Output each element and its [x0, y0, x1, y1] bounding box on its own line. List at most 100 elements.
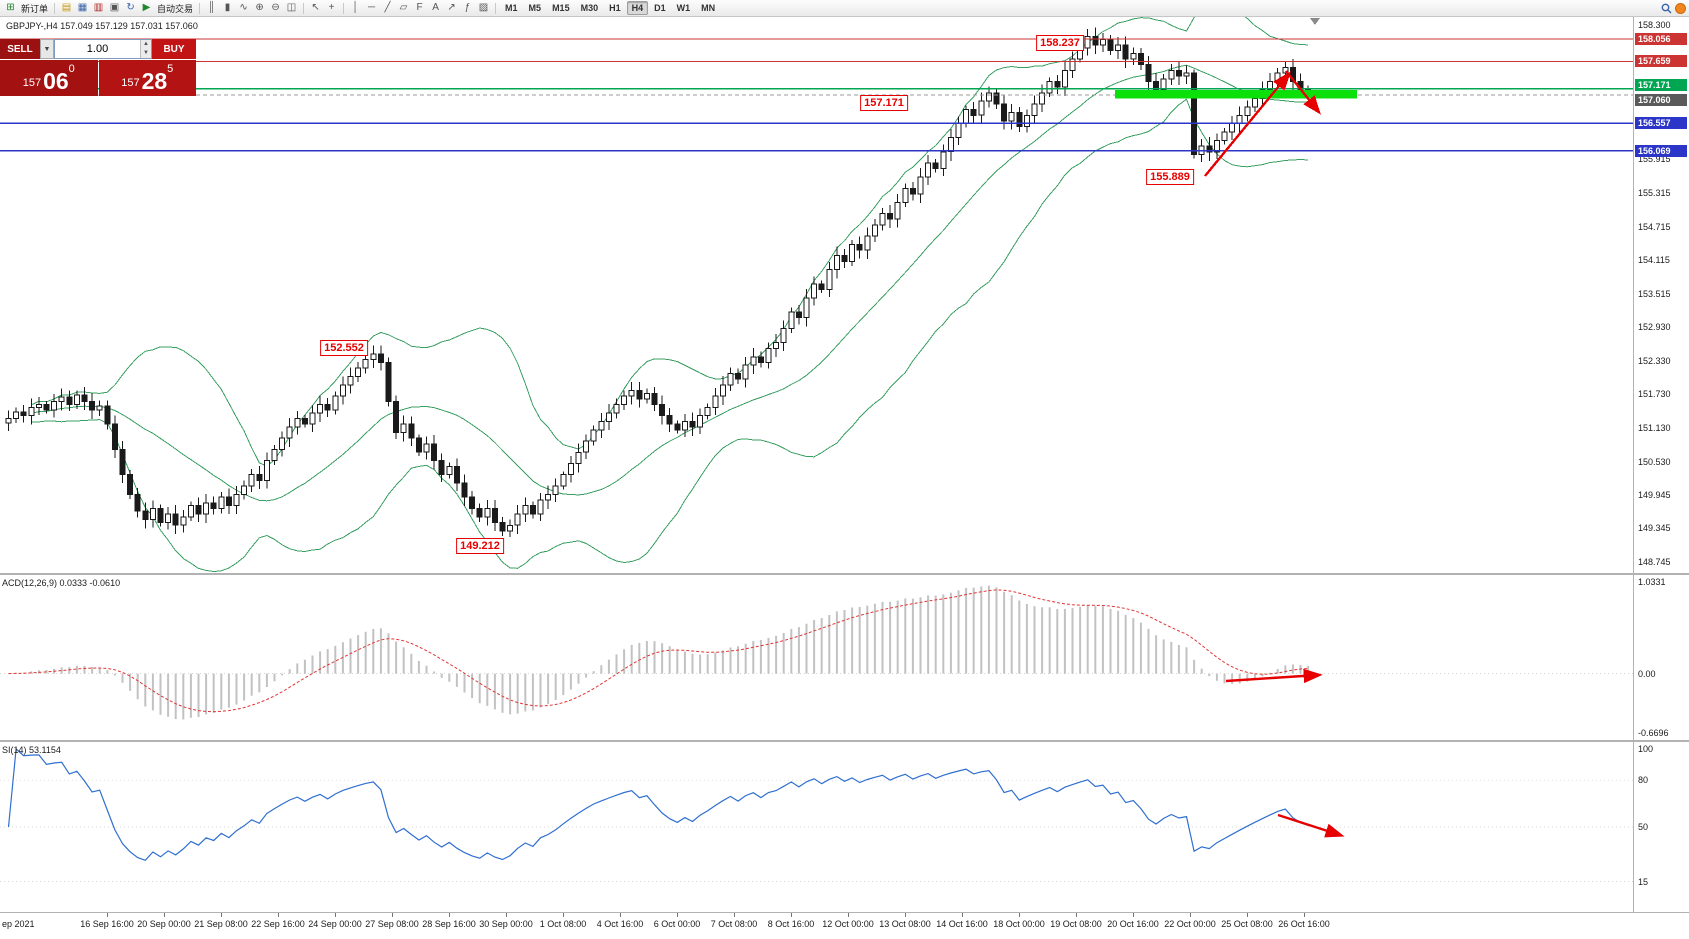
tf-m15[interactable]: M15 — [552, 3, 570, 13]
macd-axis-label: 1.0331 — [1638, 577, 1666, 587]
new-order-button[interactable]: 新订单 — [21, 3, 49, 14]
macd-axis-label: 0.00 — [1638, 668, 1656, 679]
price-axis[interactable]: 158.300 155.915 155.315 154.715 154.115 153.5… — [1633, 17, 1689, 573]
time-axis[interactable]: ep 2021 16 Sep 16:00 20 Sep 00:00 21 Sep 08… — [0, 913, 1689, 939]
time-axis-label: 24 Sep 00:00 — [308, 919, 362, 929]
rsi-label: SI(14) 53.1154 — [2, 745, 61, 755]
sell-price-point: 0 — [68, 63, 75, 75]
chart-window: 158.300 155.915 155.315 154.715 154.115 153.5… — [0, 17, 1689, 939]
time-axis-label: 21 Sep 08:00 — [194, 919, 248, 929]
bar-chart-icon[interactable]: ║ — [207, 2, 216, 13]
panel-splitter[interactable] — [0, 740, 1689, 742]
time-tick — [905, 913, 906, 917]
price-axis-label: 158.300 — [1638, 20, 1671, 31]
time-tick — [449, 913, 450, 917]
data-window-icon[interactable]: ▦ — [77, 2, 88, 13]
time-tick — [1076, 913, 1077, 917]
market-watch-icon[interactable]: ▤ — [61, 2, 72, 13]
new-order-icon[interactable]: ⊞ — [6, 2, 15, 13]
volume-dropdown[interactable]: ▼ — [40, 39, 54, 59]
top-toolbar: ⊞ 新订单 ▤ ▦ ▥ ▣ ↻ ▶ 自动交易 ║ ▮ ∿ ⊕ ⊖ ◫ ↖ + │… — [0, 0, 1689, 17]
fibonacci-icon[interactable]: F — [416, 2, 423, 13]
time-tick — [278, 913, 279, 917]
horizontal-line-icon[interactable]: ─ — [367, 2, 376, 13]
panel-splitter[interactable] — [0, 573, 1689, 575]
arrows-tool-icon[interactable]: ↗ — [447, 2, 456, 13]
navigator-icon[interactable]: ▥ — [93, 2, 104, 13]
panel-splitter — [0, 912, 1689, 913]
line-chart-icon[interactable]: ∿ — [239, 2, 248, 13]
candlestick-chart-icon[interactable]: ▮ — [224, 2, 231, 13]
time-axis-label: 28 Sep 16:00 — [422, 919, 476, 929]
volume-stepper[interactable]: ▲ ▼ — [140, 40, 151, 58]
tile-windows-icon[interactable]: ◫ — [286, 2, 297, 13]
autotrade-icon[interactable]: ▶ — [142, 2, 151, 13]
tf-mn[interactable]: MN — [701, 3, 716, 13]
macd-axis[interactable]: 1.0331 0.00 -0.6696 — [1633, 575, 1689, 740]
time-tick — [1019, 913, 1020, 917]
time-axis-label: 14 Oct 16:00 — [936, 919, 988, 929]
user-avatar-icon[interactable] — [1675, 2, 1686, 14]
price-axis-label: 150.530 — [1638, 456, 1671, 467]
zoom-out-icon[interactable]: ⊖ — [271, 2, 280, 13]
time-axis-label: 18 Oct 00:00 — [993, 919, 1045, 929]
time-tick — [107, 913, 108, 917]
text-tool-icon[interactable]: A — [432, 2, 439, 13]
time-axis-label: 26 Oct 16:00 — [1278, 919, 1330, 929]
time-axis-label: 19 Oct 08:00 — [1050, 919, 1102, 929]
toolbar-separator — [343, 2, 345, 14]
search-icon[interactable] — [1659, 1, 1674, 15]
volume-input[interactable] — [55, 40, 140, 58]
tf-w1[interactable]: W1 — [676, 3, 691, 13]
autotrade-button[interactable]: 自动交易 — [157, 3, 194, 14]
time-tick — [620, 913, 621, 917]
crosshair-icon[interactable]: + — [328, 2, 335, 13]
indicators-icon[interactable]: ƒ — [464, 2, 471, 13]
rsi-axis[interactable]: 100 80 50 15 — [1633, 742, 1689, 912]
price-annotation[interactable]: 152.552 — [320, 340, 368, 357]
price-axis-label: 151.130 — [1638, 423, 1671, 434]
tf-h4[interactable]: H4 — [626, 1, 649, 15]
time-tick — [791, 913, 792, 917]
tf-h1[interactable]: H1 — [609, 3, 621, 13]
time-tick — [392, 913, 393, 917]
channel-icon[interactable]: ▱ — [399, 2, 408, 13]
trendline-icon[interactable]: ╱ — [384, 2, 391, 13]
price-axis-label: 148.745 — [1638, 557, 1671, 568]
cursor-icon[interactable]: ↖ — [311, 2, 320, 13]
tf-d1[interactable]: D1 — [654, 3, 666, 13]
price-axis-marker: 157.171 — [1635, 78, 1687, 91]
templates-icon[interactable]: ▨ — [478, 2, 489, 13]
macd-canvas[interactable] — [0, 575, 1633, 740]
price-annotation[interactable]: 157.171 — [860, 94, 908, 111]
price-annotation[interactable]: 158.237 — [1036, 34, 1084, 51]
price-axis-label: 152.930 — [1638, 322, 1671, 332]
time-tick — [164, 913, 165, 917]
main-chart-canvas[interactable] — [0, 17, 1633, 573]
tf-m5[interactable]: M5 — [528, 3, 542, 13]
rsi-canvas[interactable] — [0, 742, 1633, 912]
terminal-icon[interactable]: ▣ — [109, 2, 120, 13]
time-axis-label: 22 Oct 00:00 — [1164, 919, 1216, 929]
buy-price[interactable]: 157 28 5 — [98, 60, 196, 96]
buy-button[interactable]: BUY — [152, 39, 196, 59]
price-axis-label: 154.115 — [1638, 255, 1670, 266]
tf-m1[interactable]: M1 — [505, 3, 518, 13]
time-axis-label: 27 Sep 08:00 — [365, 919, 419, 929]
price-axis-label: 154.715 — [1638, 221, 1671, 232]
time-tick — [848, 913, 849, 917]
time-axis-label: 12 Oct 00:00 — [822, 919, 874, 929]
time-axis-label: 13 Oct 08:00 — [879, 919, 931, 929]
price-axis-marker: 156.557 — [1635, 117, 1687, 130]
time-axis-label: 25 Oct 08:00 — [1221, 919, 1273, 929]
price-annotation[interactable]: 155.889 — [1146, 168, 1194, 185]
rsi-axis-label: 15 — [1638, 876, 1649, 887]
sell-button[interactable]: SELL — [0, 39, 40, 59]
vertical-line-icon[interactable]: │ — [352, 2, 359, 13]
time-tick — [1304, 913, 1305, 917]
tf-m30[interactable]: M30 — [580, 3, 599, 13]
refresh-icon[interactable]: ↻ — [126, 2, 135, 13]
price-annotation[interactable]: 149.212 — [456, 537, 504, 554]
zoom-in-icon[interactable]: ⊕ — [255, 2, 264, 13]
sell-price[interactable]: 157 06 0 — [0, 60, 98, 96]
